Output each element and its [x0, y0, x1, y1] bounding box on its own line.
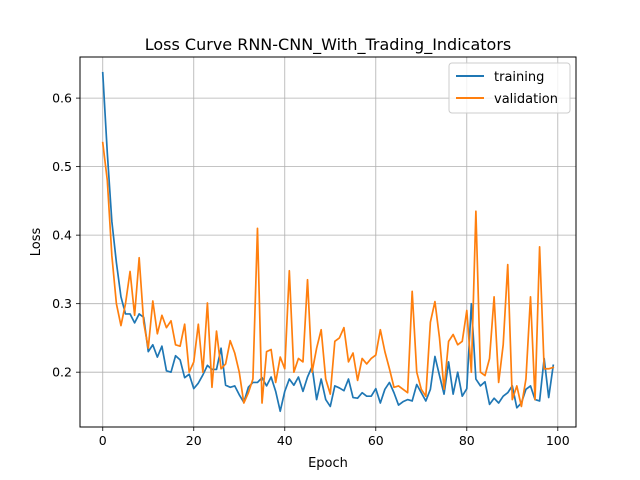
x-tick-label: 100: [546, 433, 570, 448]
y-tick-label: 0.2: [52, 365, 72, 380]
series-line-training: [101, 71, 555, 413]
legend-label-validation: validation: [494, 92, 558, 107]
ticks: 0 20 40 60 80 100 0.2 0.3 0.4 0.5 0.6: [52, 91, 570, 448]
x-tick-label: 80: [459, 433, 475, 448]
plot-frame: [79, 56, 577, 428]
chart-title: Loss Curve RNN-CNN_With_Trading_Indicato…: [145, 35, 511, 55]
plot-area: [80, 57, 576, 427]
x-tick-label: 40: [277, 433, 293, 448]
x-axis-label: Epoch: [308, 456, 348, 471]
legend: training validation: [448, 62, 571, 114]
x-tick-label: 20: [186, 433, 202, 448]
legend-label-training: training: [494, 70, 544, 85]
y-tick-label: 0.6: [52, 91, 72, 106]
y-tick-label: 0.4: [52, 228, 72, 243]
x-tick-label: 60: [368, 433, 384, 448]
x-tick-label: 0: [99, 433, 107, 448]
y-tick-label: 0.5: [52, 159, 72, 174]
series-line-validation: [101, 141, 555, 408]
y-tick-label: 0.3: [52, 296, 72, 311]
series-lines: [101, 71, 555, 413]
y-axis-label: Loss: [29, 228, 44, 257]
